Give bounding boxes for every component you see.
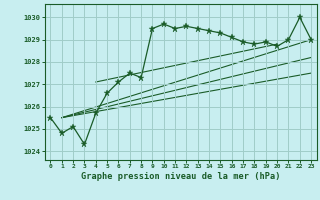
X-axis label: Graphe pression niveau de la mer (hPa): Graphe pression niveau de la mer (hPa) xyxy=(81,172,281,181)
